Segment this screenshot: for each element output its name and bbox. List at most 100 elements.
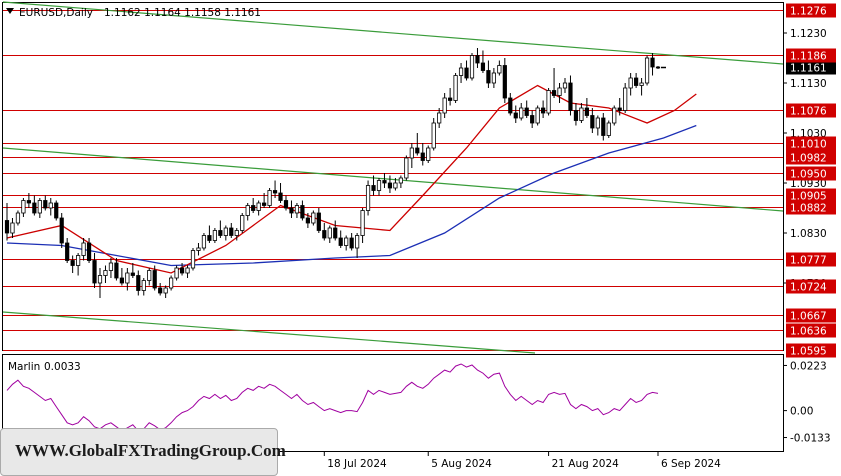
level-label: 1.0724: [790, 282, 827, 294]
candle-bull: [469, 55, 475, 79]
candle: [245, 203, 250, 221]
candle-bull: [10, 222, 15, 234]
candle-bull: [393, 182, 398, 189]
candle-bull: [491, 72, 496, 84]
candle: [65, 238, 70, 263]
candle: [37, 198, 42, 218]
candle: [415, 133, 420, 156]
level-label: 1.0982: [790, 153, 827, 165]
time-tick-label: 6 Sep 2024: [661, 458, 721, 470]
candle-bear: [92, 260, 97, 284]
candle-bull: [240, 215, 245, 231]
candle-bear: [415, 147, 420, 154]
candle: [4, 203, 10, 241]
candle-bear: [617, 107, 622, 111]
candle-bull: [398, 177, 403, 184]
ma-fast-line: [6, 84, 697, 274]
candle-bull: [426, 147, 431, 161]
candle-bull: [409, 147, 414, 159]
level-label: 1.0595: [790, 346, 827, 358]
candle-bull: [606, 122, 611, 136]
candle: [147, 268, 152, 286]
candle: [519, 103, 524, 121]
candle: [655, 66, 661, 69]
candle-bear: [486, 70, 491, 84]
candle-bear: [70, 260, 75, 266]
candle: [634, 73, 639, 88]
ohlc-values: 1.1162 1.1164 1.1158 1.1161: [104, 7, 261, 19]
candle-bear: [508, 97, 513, 114]
candle-bull: [76, 255, 81, 266]
candle-bear: [218, 230, 223, 236]
candle-bear: [289, 207, 294, 214]
candle: [10, 218, 15, 238]
candle: [628, 73, 633, 96]
candle-bear: [300, 205, 305, 219]
level-tag: [786, 48, 836, 63]
candle: [584, 98, 589, 118]
candle: [458, 63, 464, 83]
candle: [163, 285, 168, 298]
candle: [551, 68, 557, 98]
candle-bear: [65, 242, 70, 261]
candle: [398, 175, 403, 188]
candle-bear: [316, 212, 321, 231]
candle: [639, 78, 644, 96]
candle-bear: [4, 220, 10, 234]
candle-bull: [141, 280, 146, 291]
candle-bull: [628, 77, 633, 89]
candle-bear: [251, 205, 256, 211]
candle-bear: [551, 90, 557, 96]
candle: [201, 233, 207, 251]
candle-bull: [612, 107, 617, 124]
candle: [81, 238, 86, 261]
candle-bear: [382, 180, 387, 184]
candle: [86, 238, 92, 263]
candle-bull: [125, 272, 130, 284]
candle: [136, 270, 141, 296]
level-tag: [786, 166, 836, 181]
candle: [365, 180, 371, 216]
candle: [502, 58, 507, 103]
candle-bear: [448, 97, 453, 101]
candle: [32, 195, 37, 216]
candle-bull: [15, 212, 21, 224]
candle-bull: [147, 270, 152, 281]
oscillator-line: [6, 363, 659, 432]
candle: [119, 268, 124, 286]
candle: [185, 265, 190, 278]
collapse-triangle-icon[interactable]: [6, 8, 14, 14]
candle: [272, 180, 278, 198]
candle-bear: [541, 107, 546, 114]
candle: [256, 200, 261, 216]
ma-slow-line: [6, 124, 697, 267]
candle: [338, 230, 343, 248]
candle: [486, 60, 491, 88]
candle: [617, 98, 622, 116]
candle: [491, 68, 496, 88]
candle-bear: [333, 227, 338, 239]
candle-bull: [201, 235, 207, 249]
level-tag: [786, 308, 836, 323]
candle: [382, 173, 387, 188]
candle-bull: [245, 205, 250, 216]
candle-bear: [513, 112, 518, 119]
candle-bear: [475, 55, 480, 64]
candle: [606, 120, 611, 138]
indicator-name: Marlin: [8, 361, 40, 373]
candle: [644, 55, 650, 86]
candlesticks: [4, 48, 661, 298]
candle: [114, 258, 119, 281]
candle: [530, 110, 535, 128]
candle-bull: [103, 270, 108, 276]
candle-bull: [81, 242, 86, 256]
level-label: 1.0905: [790, 191, 827, 203]
candle: [196, 243, 201, 256]
candle: [623, 83, 628, 113]
candle-bull: [185, 267, 190, 274]
candle: [573, 103, 579, 126]
price-tick-label: 1.0830: [790, 228, 827, 240]
candle-bull: [519, 107, 524, 119]
level-label: 1.0777: [790, 255, 827, 267]
candle: [43, 195, 48, 211]
